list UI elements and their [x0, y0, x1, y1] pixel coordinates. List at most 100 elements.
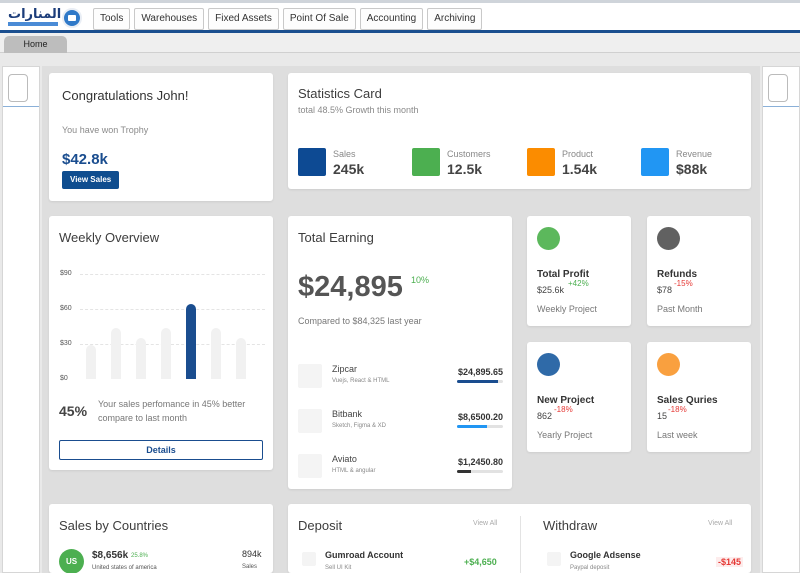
weekly-percent: 45%: [59, 403, 88, 419]
stat-product-label: Product: [562, 149, 594, 159]
app-logo[interactable]: المنارات: [8, 7, 82, 29]
tab-home[interactable]: Home: [4, 36, 67, 53]
total-earning-growth: 10%: [411, 275, 430, 285]
top-navigation-bar: المنارات Tools Warehouses Fixed Assets P…: [0, 0, 800, 33]
weekly-bar: [86, 345, 96, 379]
total-earning-amount: $24,895: [298, 271, 403, 303]
weekly-bar: [186, 304, 196, 379]
stat-customers-label: Customers: [447, 149, 491, 159]
stat-customers-value: 12.5k: [447, 161, 483, 177]
kpi-name: Total Profit: [537, 269, 590, 280]
stat-product-value: 1.54k: [562, 161, 598, 177]
country-sales-value: 894k: [242, 549, 262, 559]
deposit-tx-name: Gumroad Account: [325, 550, 404, 560]
earning-row-progress: [457, 425, 503, 428]
nav-tab-archiving[interactable]: Archiving: [427, 8, 483, 30]
kpi-period: Past Month: [657, 304, 703, 314]
earning-row-name: Zipcar: [332, 364, 358, 374]
country-percent: 25.8%: [131, 553, 149, 559]
total-profit-icon: [537, 227, 560, 250]
deposit-title: Deposit: [298, 518, 343, 533]
kpi-change: -15%: [674, 279, 693, 288]
sales-queries-icon: [657, 353, 680, 376]
view-sales-button[interactable]: View Sales: [62, 171, 120, 189]
stat-revenue-value: $88k: [676, 161, 708, 177]
right-panel-toggle-button[interactable]: [768, 74, 788, 102]
total-earning-card: Total Earning $24,895 10% Compared to $8…: [288, 216, 512, 489]
panel-divider: [520, 516, 521, 573]
country-badge: US: [59, 549, 84, 573]
kpi-value: 15: [657, 411, 668, 421]
withdraw-tx-sub: Paypal deposit: [570, 565, 610, 571]
bitbank-logo-icon: [298, 409, 322, 433]
kpi-period: Weekly Project: [537, 304, 597, 314]
y-tick-label: $90: [60, 270, 72, 277]
product-icon: [527, 148, 555, 176]
grid-line: [80, 344, 265, 345]
congratulations-subtitle: You have won Trophy: [62, 125, 149, 135]
sales-icon: [298, 148, 326, 176]
earning-row-zipcar: Zipcar Vuejs, React & HTML $24,895.65: [298, 364, 503, 394]
earning-row-amount: $24,895.65: [457, 367, 503, 377]
kpi-period: Yearly Project: [537, 430, 593, 440]
earning-row-progress: [457, 470, 503, 473]
refunds-card: Refunds $78 -15% Past Month: [647, 216, 751, 326]
total-earning-comparison: Compared to $84,325 last year: [298, 316, 422, 326]
gumroad-logo-icon: [302, 552, 316, 566]
nav-tab-fixed-assets[interactable]: Fixed Assets: [208, 8, 279, 30]
right-panel-divider: [763, 106, 799, 107]
revenue-icon: [641, 148, 669, 176]
page-tab-strip: Home: [0, 33, 800, 53]
earning-row-desc: Sketch, Figma & XD: [332, 423, 387, 429]
sales-by-countries-card: Sales by Countries US $8,656k 25.8% Unit…: [49, 504, 273, 573]
y-tick-label: $30: [60, 340, 72, 347]
statistics-card: Statistics Card total 48.5% Growth this …: [288, 73, 751, 189]
nav-tab-warehouses[interactable]: Warehouses: [134, 8, 205, 30]
congratulations-card: Congratulations John! You have won Troph…: [49, 73, 273, 201]
withdraw-title: Withdraw: [543, 518, 598, 533]
left-side-panel: [2, 66, 40, 573]
details-button[interactable]: Details: [59, 440, 263, 460]
stat-sales-label: Sales: [333, 149, 356, 159]
deposit-view-all-link[interactable]: View All: [473, 520, 498, 527]
earning-row-bitbank: Bitbank Sketch, Figma & XD $8,6500.20: [298, 409, 503, 439]
y-tick-label: $60: [60, 305, 72, 312]
kpi-period: Last week: [657, 430, 698, 440]
weekly-bar: [211, 328, 221, 379]
deposit-tx-amount: +$4,650: [464, 557, 497, 567]
refunds-icon: [657, 227, 680, 250]
google-adsense-logo-icon: [547, 552, 561, 566]
logo-underline: [8, 22, 58, 26]
kpi-name: New Project: [537, 395, 595, 406]
weekly-bar: [111, 328, 121, 379]
earning-row-name: Aviato: [332, 454, 357, 464]
earning-row-aviato: Aviato HTML & angular $1,2450.80: [298, 454, 503, 484]
weekly-overview-card: Weekly Overview $90 $60 $30 $0 45% Your …: [49, 216, 273, 470]
country-amount: $8,656k: [92, 550, 129, 561]
earning-row-name: Bitbank: [332, 409, 363, 419]
withdraw-view-all-link[interactable]: View All: [708, 520, 733, 527]
zipcar-logo-icon: [298, 364, 322, 388]
total-earning-title: Total Earning: [298, 230, 374, 245]
customers-icon: [412, 148, 440, 176]
deposit-tx-sub: Sell UI Kit: [325, 565, 352, 571]
congratulations-amount: $42.8k: [62, 151, 108, 168]
weekly-bar: [236, 338, 246, 379]
left-panel-toggle-button[interactable]: [8, 74, 28, 102]
grid-line: [80, 309, 265, 310]
stat-revenue-label: Revenue: [676, 149, 713, 159]
kpi-value: $78: [657, 285, 673, 295]
nav-tab-tools[interactable]: Tools: [93, 8, 131, 30]
country-name: United states of america: [92, 565, 157, 571]
right-side-panel: [762, 66, 800, 573]
kpi-name: Sales Quries: [657, 395, 718, 406]
country-sales-label: Sales: [242, 564, 258, 570]
nav-tab-accounting[interactable]: Accounting: [359, 8, 424, 30]
earning-row-desc: Vuejs, React & HTML: [332, 378, 390, 384]
nav-tab-point-of-sale[interactable]: Point Of Sale: [282, 8, 356, 30]
left-panel-divider: [3, 106, 39, 107]
withdraw-tx-name: Google Adsense: [570, 550, 641, 560]
congratulations-title: Congratulations John!: [62, 88, 189, 103]
weekly-bar: [136, 338, 146, 379]
earning-row-amount: $8,6500.20: [457, 412, 503, 422]
